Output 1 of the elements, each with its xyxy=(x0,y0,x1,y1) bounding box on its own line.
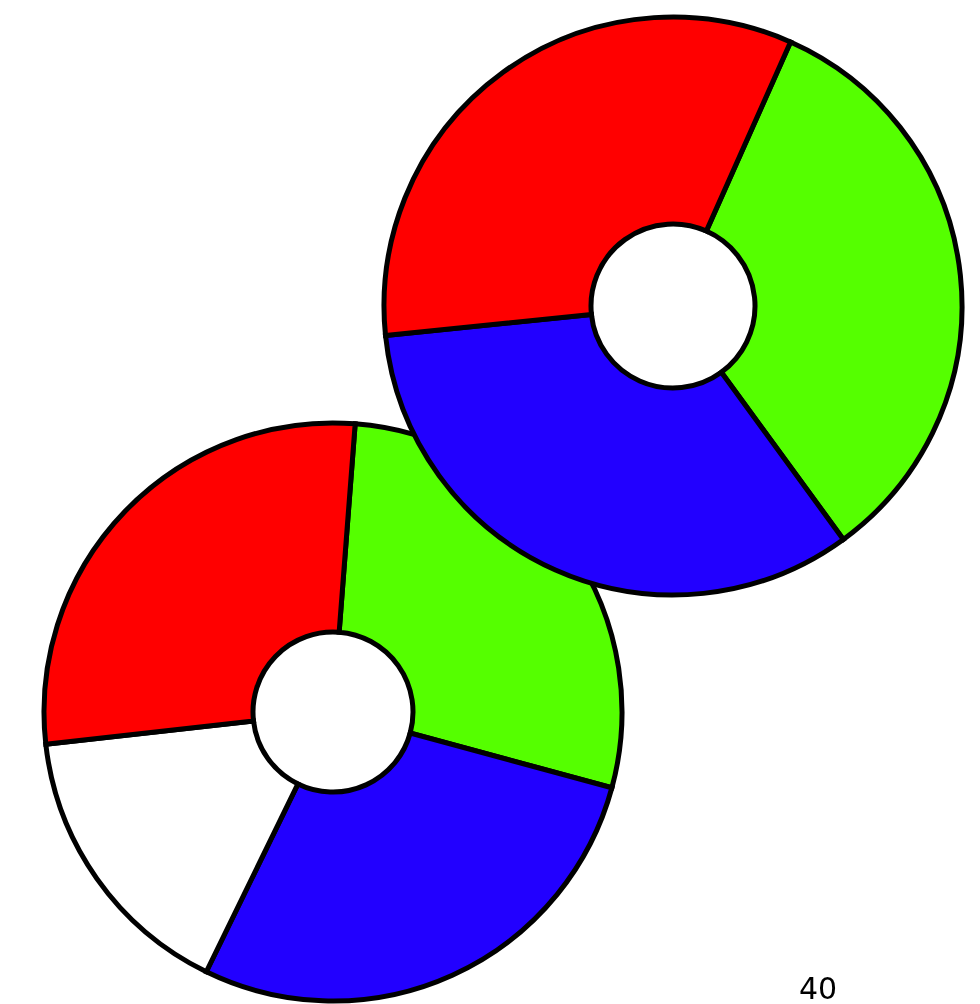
text: 40 xyxy=(798,971,838,1004)
